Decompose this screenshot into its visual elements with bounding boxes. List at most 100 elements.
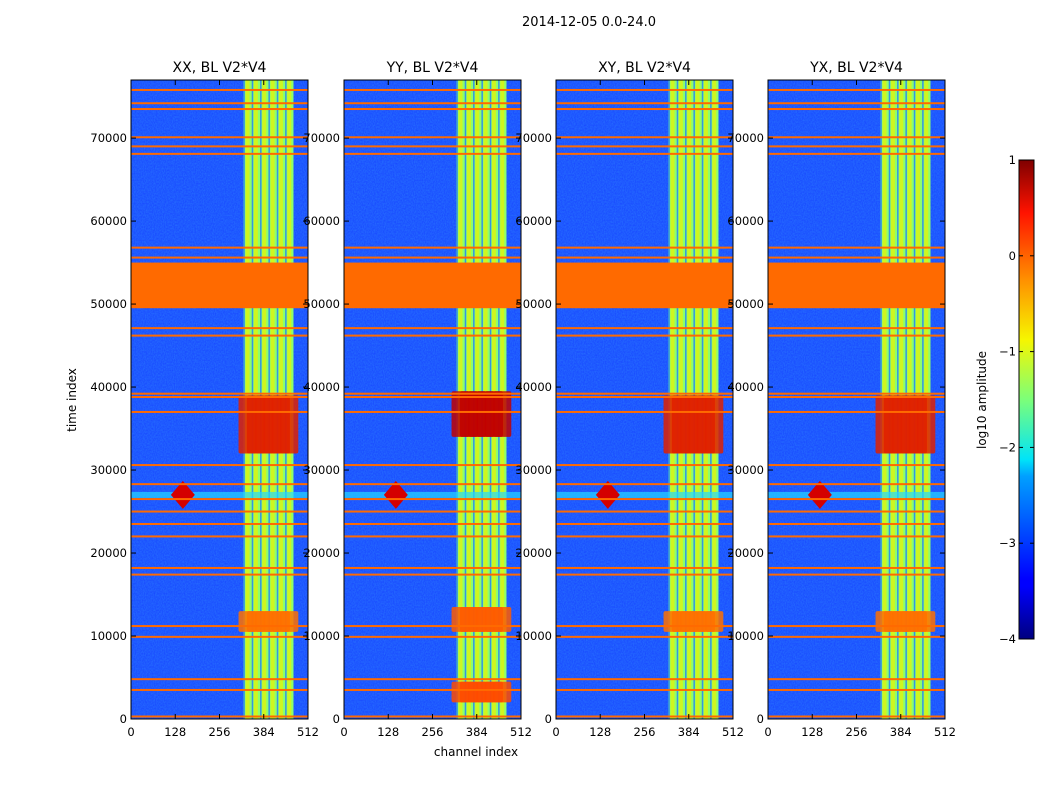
y-tick-label: 40000: [90, 380, 127, 394]
rfi-horizontal: [556, 491, 733, 498]
flagged-line: [131, 566, 308, 569]
band-hotspot: [493, 606, 512, 632]
flagged-line: [768, 256, 945, 259]
flagged-line: [131, 498, 308, 501]
flagged-line: [131, 334, 308, 337]
panel-title: XY, BL V2*V4: [598, 60, 691, 76]
flagged-line: [556, 498, 733, 501]
y-tick-label: 30000: [515, 463, 552, 477]
flagged-line: [344, 334, 521, 337]
flagged-line: [768, 573, 945, 576]
figure-suptitle: 2014-12-05 0.0-24.0: [522, 15, 656, 30]
flagged-line: [768, 334, 945, 337]
flagged-line: [131, 483, 308, 486]
y-axis-label: time index: [65, 368, 79, 432]
flagged-line: [131, 246, 308, 249]
x-tick-label: 128: [589, 725, 611, 739]
flagged-line: [556, 535, 733, 538]
y-tick-label: 20000: [727, 546, 764, 560]
flagged-line: [768, 498, 945, 501]
flagged-line: [344, 678, 521, 681]
flagged-line: [131, 678, 308, 681]
flagged-line: [344, 483, 521, 486]
flagged-line: [131, 464, 308, 467]
panel-xx: XX, BL V2*V4 0 128 256 384 512 0 10000 20000 3000…: [90, 60, 319, 739]
flagged-line: [131, 410, 308, 413]
band-hotspot: [705, 611, 724, 632]
flagged-line: [131, 522, 308, 525]
flagged-line: [556, 625, 733, 628]
rfi-horizontal: [131, 491, 308, 498]
flagged-line: [556, 573, 733, 576]
colorbar-tick-label: −2: [999, 440, 1016, 454]
flagged-line: [131, 108, 308, 111]
flagged-line: [344, 256, 521, 259]
colorbar-tick-label: −3: [999, 536, 1016, 550]
y-tick-label: 70000: [303, 131, 340, 145]
flagged-line: [556, 136, 733, 139]
colorbar: 1 0 −1 −2 −3 −4 log10 amplitude: [975, 153, 1035, 646]
y-tick-label: 0: [333, 712, 340, 726]
x-tick-label: 512: [297, 725, 319, 739]
y-tick-label: 40000: [727, 380, 764, 394]
flagged-block: [768, 262, 945, 309]
y-tick-label: 60000: [303, 214, 340, 228]
y-tick-label: 50000: [727, 297, 764, 311]
flagged-line: [344, 635, 521, 638]
x-tick-label: 512: [722, 725, 744, 739]
y-tick-label: 0: [545, 712, 552, 726]
rfi-horizontal: [344, 491, 521, 498]
flagged-line: [768, 535, 945, 538]
y-tick-label: 50000: [515, 297, 552, 311]
flagged-line: [556, 145, 733, 148]
colorbar-gradient: [1018, 159, 1035, 640]
flagged-line: [344, 136, 521, 139]
flagged-line: [556, 678, 733, 681]
x-tick-label: 384: [466, 725, 488, 739]
y-tick-label: 50000: [303, 297, 340, 311]
x-tick-label: 256: [209, 725, 231, 739]
flagged-line: [556, 152, 733, 155]
y-tick-label: 10000: [727, 629, 764, 643]
colorbar-tick-label: −1: [999, 345, 1016, 359]
flagged-line: [768, 483, 945, 486]
y-tick-label: 10000: [303, 629, 340, 643]
flagged-line: [768, 327, 945, 330]
flagged-block: [131, 262, 308, 309]
flagged-line: [344, 688, 521, 691]
rfi-horizontal: [768, 491, 945, 498]
flagged-line: [344, 327, 521, 330]
flagged-line: [768, 102, 945, 105]
flagged-line: [768, 688, 945, 691]
flagged-line: [768, 136, 945, 139]
x-tick-label: 0: [552, 725, 559, 739]
y-tick-label: 20000: [90, 546, 127, 560]
x-tick-label: 384: [678, 725, 700, 739]
flagged-line: [556, 88, 733, 91]
colorbar-label: log10 amplitude: [975, 351, 989, 449]
flagged-line: [556, 522, 733, 525]
y-tick-label: 30000: [90, 463, 127, 477]
flagged-line: [556, 464, 733, 467]
rfi-peak: [807, 480, 832, 509]
flagged-line: [556, 256, 733, 259]
flagged-line: [344, 152, 521, 155]
flagged-line: [344, 464, 521, 467]
flagged-line: [768, 678, 945, 681]
band-hotspot: [280, 395, 299, 454]
panel-yy: YY, BL V2*V4 0 128 256 384 512 0 10000 20000 3000…: [303, 60, 532, 739]
flagged-line: [768, 246, 945, 249]
band-hotspot: [493, 391, 512, 437]
flagged-line: [344, 246, 521, 249]
flagged-line: [344, 392, 521, 395]
flagged-line: [768, 566, 945, 569]
flagged-line: [768, 522, 945, 525]
colorbar-tick-label: −4: [999, 632, 1016, 646]
y-tick-label: 60000: [515, 214, 552, 228]
panel-xy: XY, BL V2*V4 0 128 256 384 512 0 10000 20000 3000…: [515, 60, 744, 739]
flagged-line: [768, 635, 945, 638]
flagged-line: [768, 145, 945, 148]
x-tick-label: 384: [890, 725, 912, 739]
flagged-line: [344, 410, 521, 413]
flagged-line: [344, 102, 521, 105]
